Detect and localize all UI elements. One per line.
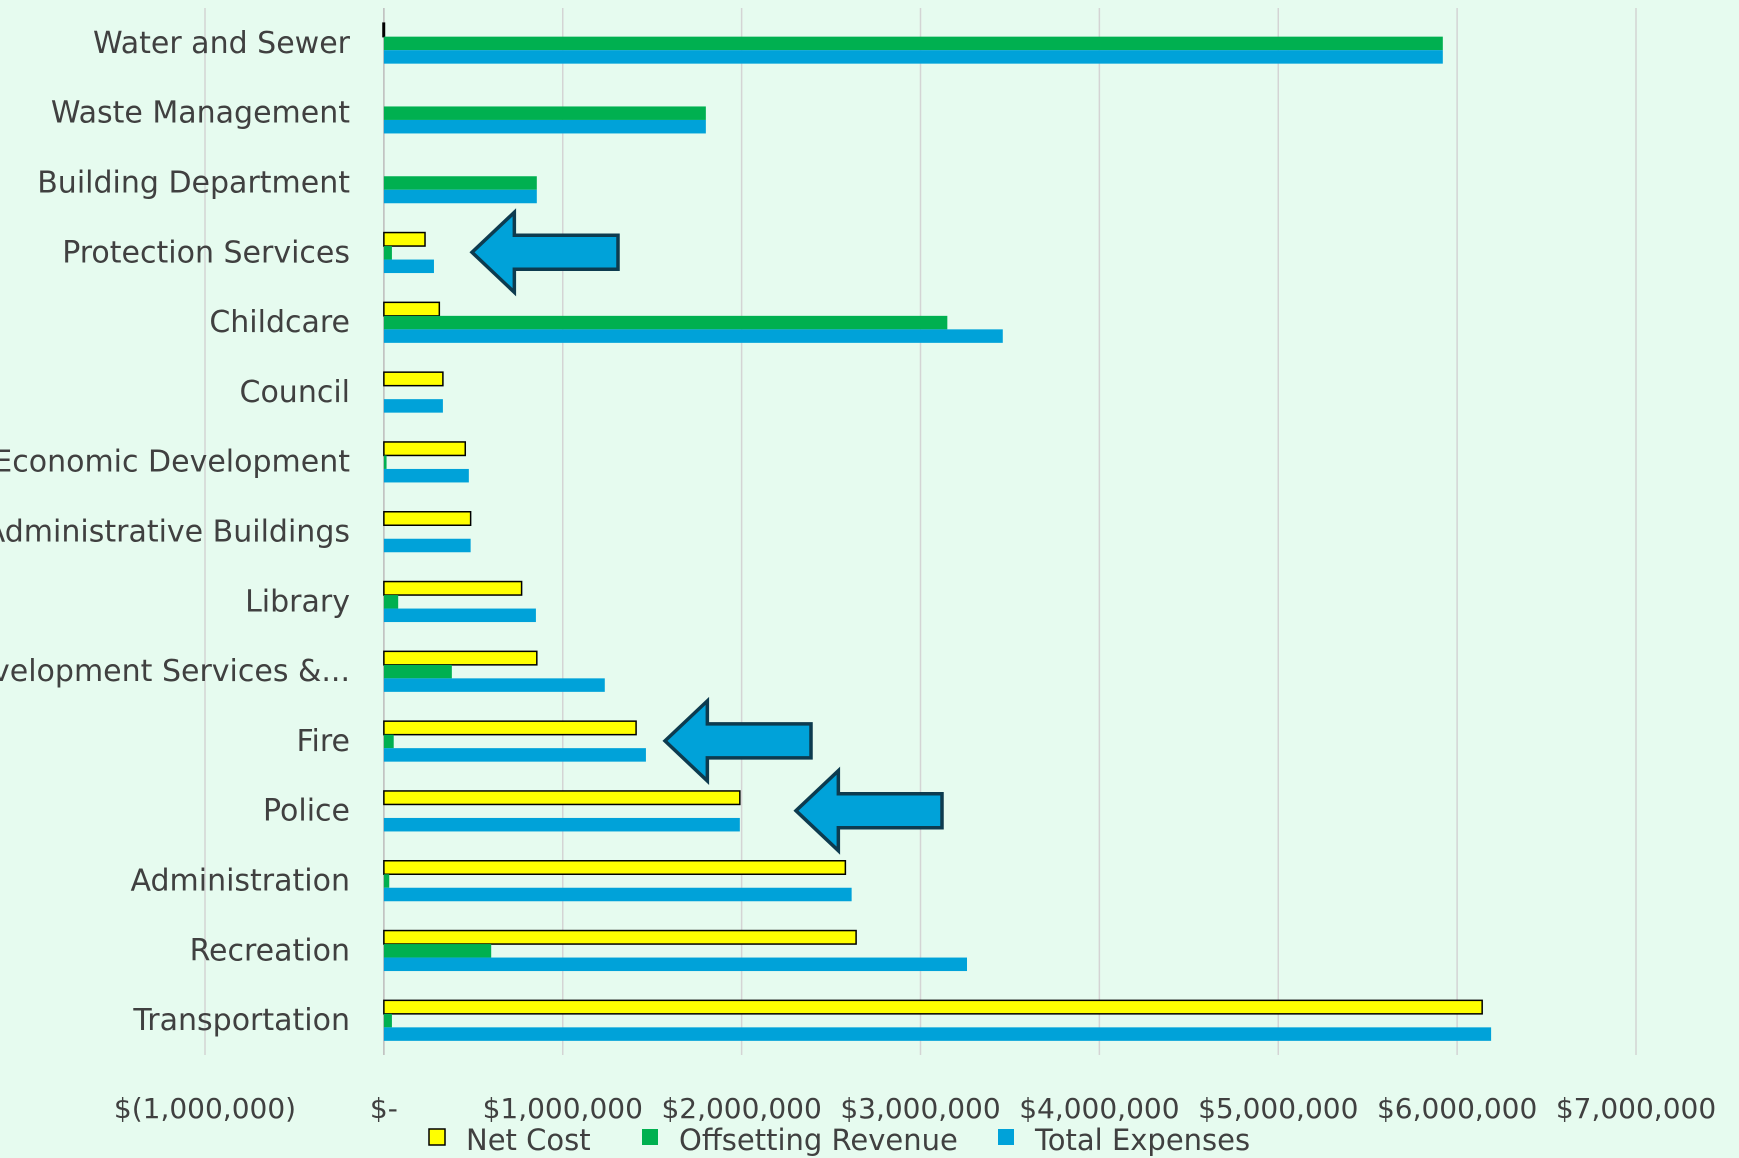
bar-offsetting-revenue-building-department	[383, 176, 537, 190]
bar-offsetting-revenue-recreation	[383, 944, 492, 958]
legend-swatch-total-expenses	[998, 1129, 1014, 1145]
bar-offsetting-revenue-administration	[383, 874, 390, 888]
bar-offsetting-revenue-protection-services	[383, 246, 392, 260]
arrow-protection-services	[469, 208, 620, 297]
x-tick-label: $5,000,000	[1198, 1092, 1358, 1125]
bar-net-cost-economic-development	[383, 441, 467, 457]
category-label-water-and-sewer: Water and Sewer	[93, 26, 351, 61]
bar-net-cost-transportation	[383, 999, 1483, 1015]
bar-total-expenses-fire	[383, 748, 646, 762]
bar-offsetting-revenue-fire	[383, 734, 394, 749]
bar-total-expenses-recreation	[383, 957, 968, 972]
x-tick-label: $(1,000,000)	[114, 1092, 296, 1125]
bar-total-expenses-water-and-sewer	[383, 50, 1443, 64]
x-tick-label: $-	[370, 1092, 398, 1125]
category-labels: Water and Sewer Waste Management Building …	[0, 26, 351, 1038]
bar-total-expenses-waste-management	[383, 119, 706, 134]
x-tick-label: $3,000,000	[840, 1092, 1000, 1125]
bar-offsetting-revenue-water-and-sewer	[383, 36, 1443, 51]
legend: Net Cost Offsetting Revenue Total Expenses	[428, 1123, 1250, 1157]
x-tick-label: $7,000,000	[1556, 1092, 1716, 1125]
category-label-police: Police	[263, 794, 350, 829]
bar-total-expenses-administration	[383, 887, 852, 902]
bar-net-cost-police	[383, 790, 741, 806]
category-label-transportation: Transportation	[132, 1003, 350, 1038]
arrow-fire	[662, 696, 813, 785]
category-label-recreation: Recreation	[190, 933, 350, 968]
bar-offsetting-revenue-transportation	[383, 1013, 392, 1028]
bar-total-expenses-childcare	[383, 329, 1003, 343]
annotation-arrows	[469, 208, 944, 855]
x-tick-label: $2,000,000	[661, 1092, 821, 1125]
arrow-police	[793, 766, 944, 855]
bar-offsetting-revenue-development-services	[383, 664, 452, 679]
category-label-waste-management: Waste Management	[51, 96, 350, 131]
bars	[382, 22, 1492, 1041]
bar-net-cost-recreation	[383, 929, 857, 945]
bar-net-cost-protection-services	[383, 231, 426, 247]
category-label-administrative-buildings: Administrative Buildings	[0, 515, 350, 550]
category-label-fire: Fire	[296, 724, 350, 759]
bar-total-expenses-library	[383, 608, 536, 623]
x-tick-label: $6,000,000	[1377, 1092, 1537, 1125]
legend-swatch-net-cost	[428, 1128, 446, 1146]
bar-net-cost-childcare	[383, 301, 441, 317]
bar-total-expenses-police	[383, 817, 740, 832]
bar-total-expenses-building-department	[383, 189, 537, 204]
x-axis-ticks: $(1,000,000) $- $1,000,000 $2,000,000 $3,000…	[114, 1092, 1716, 1125]
x-tick-label: $4,000,000	[1019, 1092, 1179, 1125]
category-label-council: Council	[240, 375, 351, 410]
bar-offsetting-revenue-economic-development	[383, 455, 387, 469]
bar-offsetting-revenue-childcare	[383, 315, 948, 330]
bar-net-cost-fire	[383, 720, 637, 736]
bar-total-expenses-transportation	[383, 1027, 1492, 1041]
category-label-childcare: Childcare	[209, 305, 350, 340]
legend-label-net-cost: Net Cost	[466, 1123, 591, 1157]
legend-swatch-offsetting-revenue	[642, 1129, 658, 1145]
bar-total-expenses-council	[383, 399, 443, 413]
category-label-building-department: Building Department	[37, 166, 350, 201]
bar-total-expenses-administrative-buildings	[383, 538, 471, 553]
bar-net-cost-water-and-sewer	[382, 22, 386, 38]
bar-net-cost-development-services	[383, 650, 538, 666]
bar-offsetting-revenue-waste-management	[383, 106, 706, 120]
category-label-administration: Administration	[130, 864, 350, 899]
bar-net-cost-council	[383, 371, 444, 387]
bar-total-expenses-economic-development	[383, 468, 469, 483]
bar-net-cost-administrative-buildings	[383, 511, 472, 526]
category-label-library: Library	[245, 584, 350, 619]
bar-total-expenses-development-services	[383, 678, 605, 692]
category-label-protection-services: Protection Services	[62, 235, 350, 270]
legend-label-offsetting-revenue: Offsetting Revenue	[679, 1123, 958, 1157]
bar-net-cost-administration	[383, 860, 847, 875]
legend-label-total-expenses: Total Expenses	[1034, 1123, 1250, 1157]
x-tick-label: $1,000,000	[483, 1092, 643, 1125]
bar-total-expenses-protection-services	[383, 259, 434, 274]
bar-offsetting-revenue-library	[383, 595, 399, 609]
category-label-development-services: Development Services &...	[0, 654, 350, 689]
bar-net-cost-library	[383, 580, 523, 596]
category-label-economic-development: Economic Development	[0, 445, 350, 480]
